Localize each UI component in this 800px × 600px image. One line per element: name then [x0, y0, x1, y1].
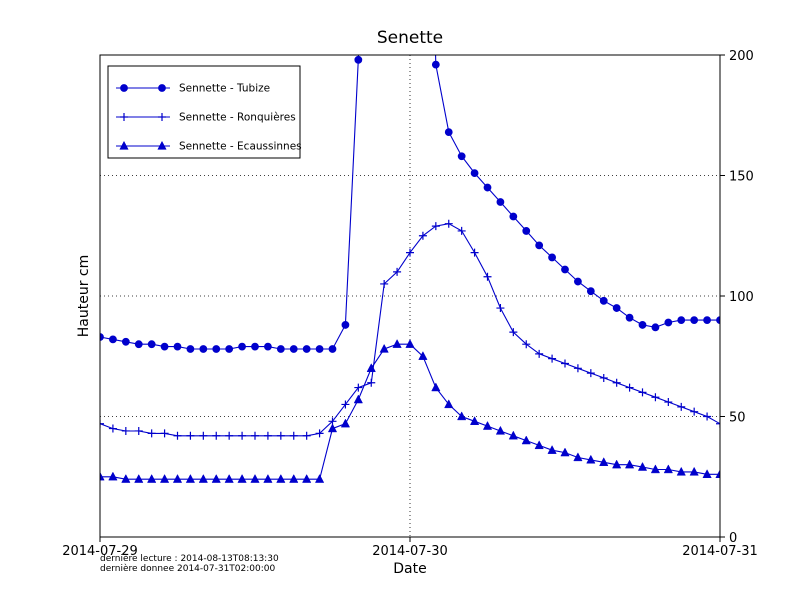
legend-label-2: Sennette - Ecaussinnes [179, 141, 302, 153]
series-line-0 [100, 55, 720, 350]
x-tick-label: 2014-07-29 [62, 544, 138, 559]
footer-last-reading: dernière lecture : 2014-08-13T08:13:30 [100, 554, 279, 564]
y-axis-label: Hauteur cm [76, 254, 92, 338]
legend-label-0: Sennette - Tubize [179, 83, 270, 95]
y-tick-label: 200 [729, 49, 754, 64]
x-tick-label: 2014-07-31 [682, 544, 758, 559]
legend-sample-markers [120, 113, 166, 121]
series-group [100, 55, 720, 483]
chart-title: Senette [376, 28, 444, 48]
legend-sample-markers [119, 140, 167, 150]
legend-box [107, 65, 301, 159]
x-tick-label: 2014-07-30 [372, 544, 448, 559]
footer-last-data: dernière donnee 2014-07-31T02:00:00 [100, 564, 276, 574]
y-tick-label: 150 [729, 170, 754, 185]
x-axis-label: Date [393, 561, 427, 577]
series-markers-1 [100, 219, 720, 440]
legend-sample-markers [120, 84, 166, 92]
series-markers-0 [100, 55, 720, 353]
series-markers-2 [100, 339, 720, 483]
legend-label-1: Sennette - Ronquières [179, 112, 296, 124]
y-tick-label: 100 [729, 290, 754, 305]
y-tick-label: 50 [729, 411, 746, 426]
legend: Sennette - Tubize Sennette - Ronquières Se… [107, 65, 302, 159]
y-tick-label: 0 [729, 531, 737, 546]
